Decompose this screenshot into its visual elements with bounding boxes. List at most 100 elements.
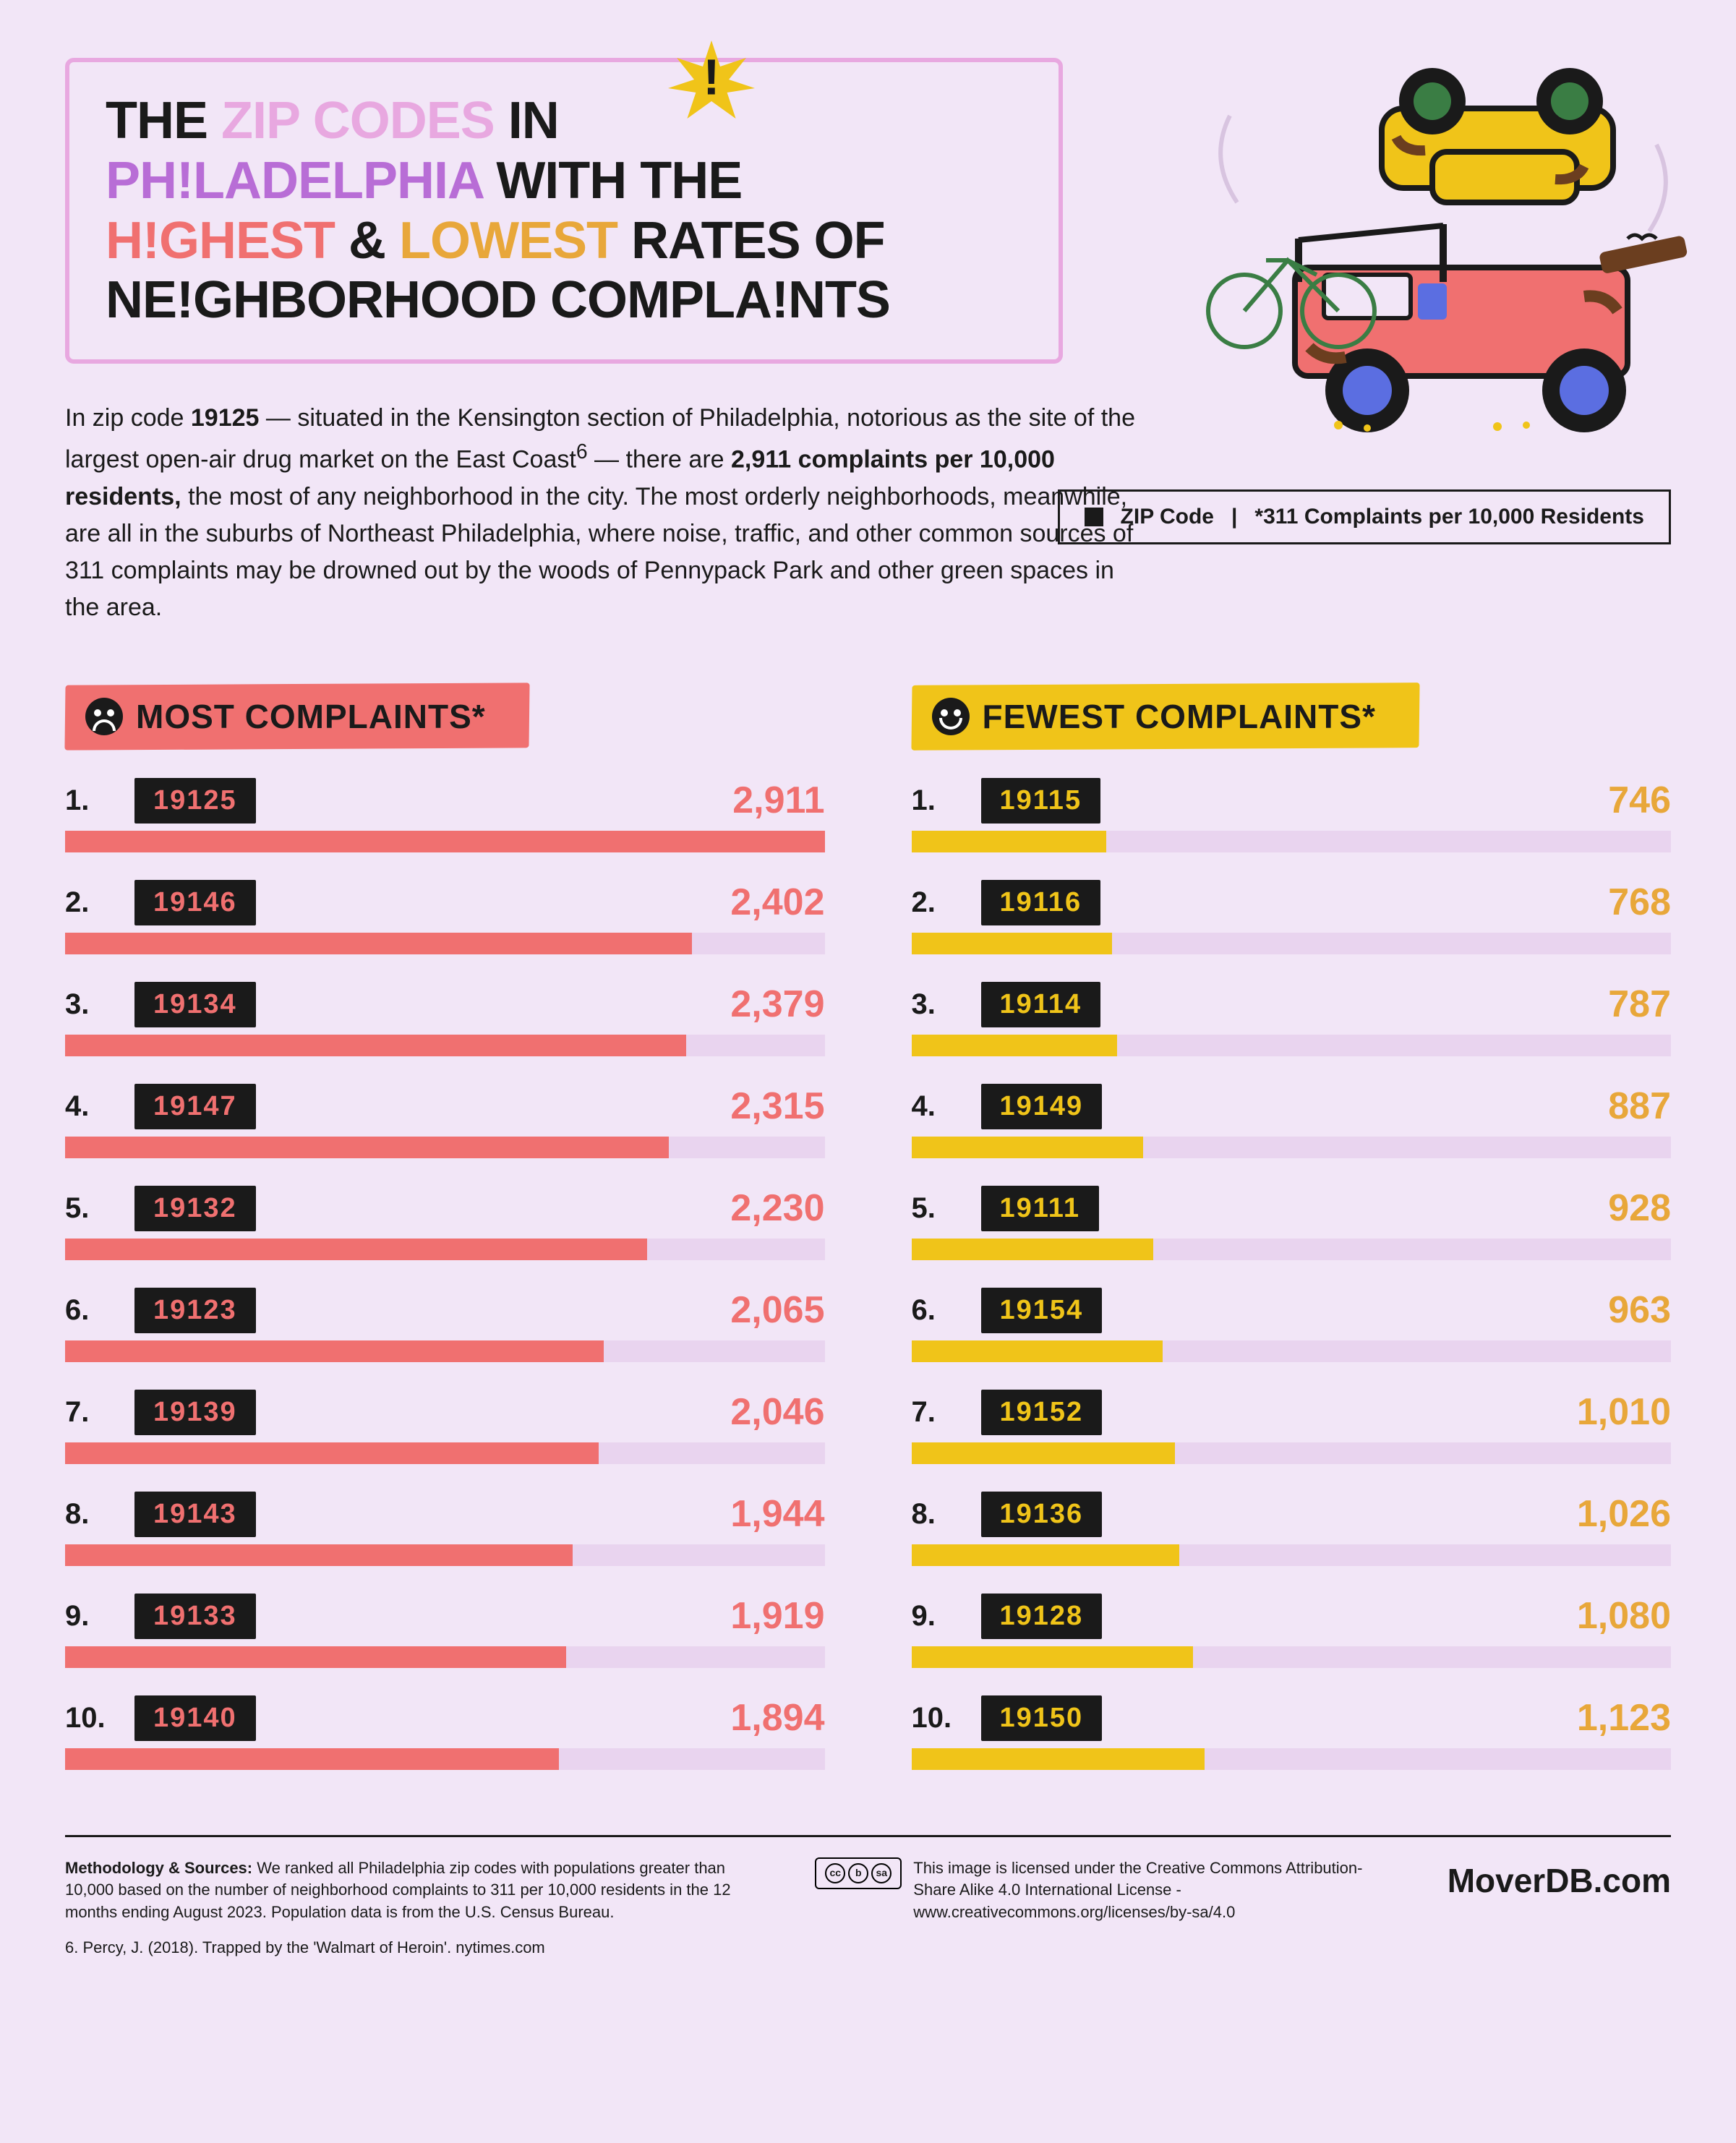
complaint-value: 1,010 [1577,1390,1671,1434]
source-citation: 6. Percy, J. (2018). Trapped by the 'Wal… [65,1937,771,1959]
methodology-block: Methodology & Sources: We ranked all Phi… [65,1857,771,1959]
sad-face-icon [85,698,123,735]
complaint-value: 2,046 [730,1390,824,1434]
bar-track [912,1544,1672,1566]
complaint-value: 2,379 [730,983,824,1026]
complaint-value: 887 [1608,1085,1671,1128]
bar-row: 2.19116768 [912,880,1672,954]
header-section: ! THE ZIP CODES IN PH!LADELPHIA WITH THE… [65,58,1671,364]
bar-track [65,1239,825,1260]
zip-pill: 19150 [981,1695,1103,1741]
bar-row: 4.19149887 [912,1084,1672,1158]
bar-track [912,1340,1672,1362]
rank-label: 3. [65,988,116,1021]
bar-track [65,1035,825,1056]
fewest-complaints-column: FEWEST COMPLAINTS* 1.191157462.191167683… [912,684,1672,1770]
zip-pill: 19128 [981,1594,1103,1639]
complaint-value: 928 [1608,1186,1671,1230]
complaint-value: 2,315 [730,1085,824,1128]
rank-label: 6. [65,1294,116,1327]
most-complaints-column: MOST COMPLAINTS* 1.191252,9112.191462,40… [65,684,825,1770]
cc-text: This image is licensed under the Creativ… [913,1857,1403,1924]
rank-label: 8. [65,1498,116,1531]
rank-label: 4. [912,1090,962,1123]
bar-track [912,1646,1672,1668]
complaint-value: 2,911 [732,779,824,822]
fewest-header: FEWEST COMPLAINTS* [912,684,1419,749]
zip-pill: 19111 [981,1186,1099,1231]
rank-label: 4. [65,1090,116,1123]
zip-pill: 19115 [981,778,1101,824]
car-crash-illustration [1121,29,1700,434]
bar-fill [65,1239,647,1260]
bar-track [912,1748,1672,1770]
license-block: ccbsa This image is licensed under the C… [815,1857,1403,1924]
fewest-rows: 1.191157462.191167683.191147874.19149887… [912,778,1672,1770]
bar-fill [912,1239,1154,1260]
most-title: MOST COMPLAINTS* [136,697,486,736]
complaint-value: 1,944 [730,1492,824,1536]
bar-fill [65,1035,686,1056]
bar-track [65,1442,825,1464]
bar-fill [912,1646,1194,1668]
rank-label: 1. [912,784,962,817]
bar-fill [65,831,825,852]
zip-pill: 19152 [981,1390,1103,1435]
intro-paragraph: In zip code 19125 — situated in the Kens… [65,400,1150,625]
bar-fill [65,933,692,954]
zip-swatch-icon [1085,508,1103,526]
rank-label: 1. [65,784,116,817]
title-box: ! THE ZIP CODES IN PH!LADELPHIA WITH THE… [65,58,1063,364]
bar-row: 1.191252,911 [65,778,825,852]
rank-label: 10. [65,1702,116,1734]
bar-track [912,933,1672,954]
rank-label: 9. [65,1600,116,1633]
bar-row: 3.191342,379 [65,982,825,1056]
infographic-page: ! THE ZIP CODES IN PH!LADELPHIA WITH THE… [0,0,1736,2003]
zip-pill: 19146 [134,880,256,925]
bar-fill [65,1137,669,1158]
bar-fill [912,1340,1163,1362]
bar-track [65,1340,825,1362]
legend-box: ZIP Code | *311 Complaints per 10,000 Re… [1058,489,1671,544]
bar-fill [912,933,1112,954]
bar-track [912,1239,1672,1260]
bar-row: 3.19114787 [912,982,1672,1056]
bar-track [65,1748,825,1770]
zip-pill: 19147 [134,1084,256,1129]
zip-pill: 19114 [981,982,1101,1027]
zip-pill: 19133 [134,1594,256,1639]
zip-pill: 19154 [981,1288,1103,1333]
bar-track [65,1544,825,1566]
bar-track [912,1035,1672,1056]
most-header: MOST COMPLAINTS* [65,684,529,749]
cc-badge-icon: ccbsa [815,1857,902,1889]
rank-label: 5. [912,1192,962,1225]
bar-track [912,1137,1672,1158]
legend-note: *311 Complaints per 10,000 Residents [1254,505,1644,529]
happy-face-icon [932,698,970,735]
rank-label: 6. [912,1294,962,1327]
bar-row: 9. 19133 1,919 [65,1594,825,1668]
rank-label: 9. [912,1600,962,1633]
bar-track [912,1442,1672,1464]
bar-row: 7.191521,010 [912,1390,1672,1464]
bar-fill [912,1137,1143,1158]
bar-fill [65,1340,604,1362]
bar-track [65,831,825,852]
complaint-value: 2,065 [730,1288,824,1332]
complaint-value: 2,402 [730,881,824,924]
complaint-value: 1,894 [730,1696,824,1740]
bar-row: 6.191232,065 [65,1288,825,1362]
bar-row: 10.191501,123 [912,1695,1672,1770]
exclamation-burst-icon: ! [668,40,755,147]
bar-fill [912,1748,1205,1770]
bar-fill [912,1035,1117,1056]
complaint-value: 1,123 [1577,1696,1671,1740]
bar-track [912,831,1672,852]
complaint-value: 1,919 [730,1594,824,1638]
complaint-value: 746 [1608,779,1671,822]
bar-row: 8.191431,944 [65,1492,825,1566]
complaint-value: 787 [1608,983,1671,1026]
rank-label: 5. [65,1192,116,1225]
